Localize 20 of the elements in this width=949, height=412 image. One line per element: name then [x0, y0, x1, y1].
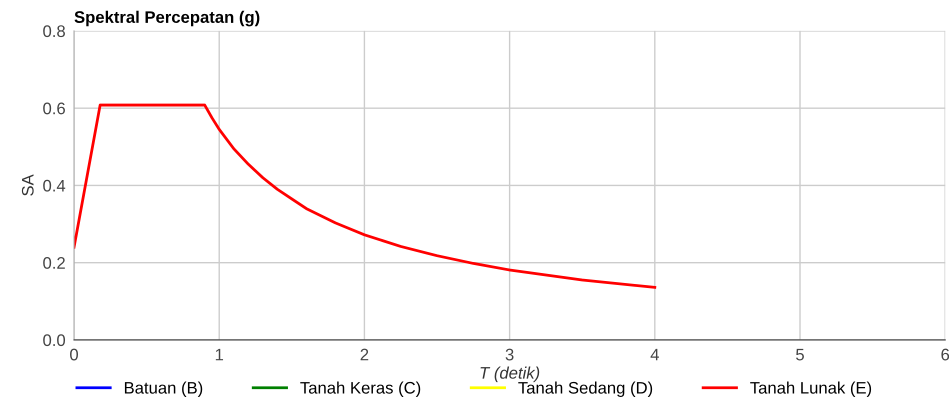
legend-label: Tanah Lunak (E): [750, 381, 872, 397]
legend-label: Tanah Keras (C): [300, 381, 420, 397]
x-tick-label: 0: [70, 348, 78, 360]
legend-label: Tanah Sedang (D): [518, 381, 652, 397]
y-tick-label: 0.4: [43, 180, 66, 192]
y-axis-title: SA: [22, 174, 34, 196]
chart-title: Spektral Percepatan (g): [74, 10, 260, 26]
y-tick-label: 0.8: [43, 25, 65, 38]
line-series: [74, 104, 656, 289]
legend-label: Batuan (B): [124, 381, 202, 397]
y-tick-label: 0.2: [43, 257, 65, 269]
y-tick-label: 0.6: [43, 102, 65, 114]
x-tick-label: 6: [941, 348, 949, 360]
x-axis-title: T (detik): [480, 366, 540, 382]
x-tick-label: 5: [796, 348, 804, 360]
x-tick-label: 3: [506, 348, 514, 360]
y-tick-label: 0.0: [43, 334, 66, 346]
x-tick-label: 2: [360, 348, 368, 360]
x-tick-label: 1: [216, 348, 224, 360]
x-tick-label: 4: [650, 348, 659, 360]
